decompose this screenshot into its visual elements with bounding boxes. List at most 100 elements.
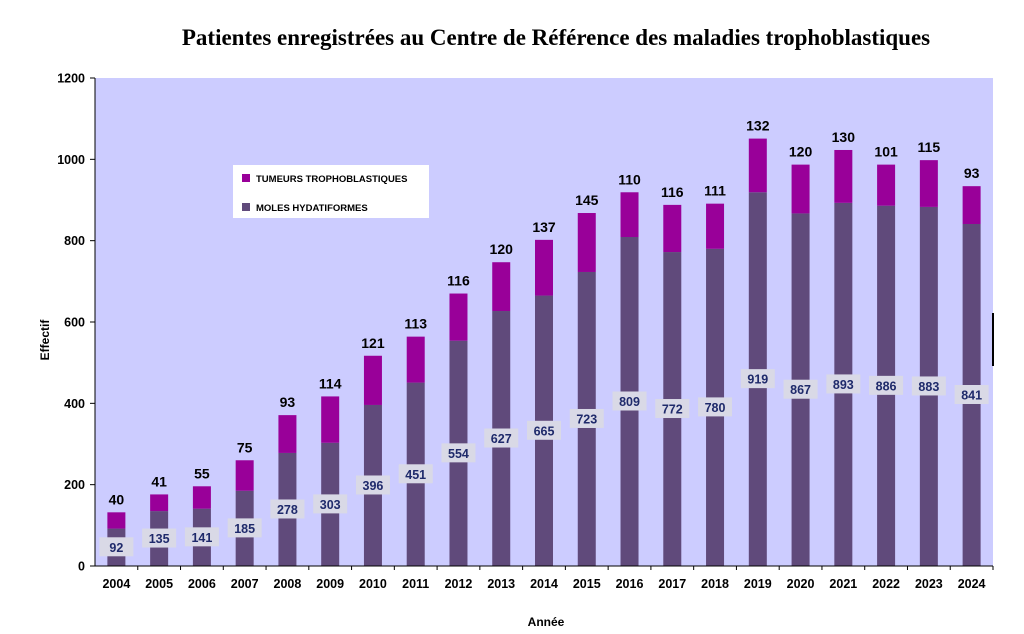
- y-tick-label: 400: [64, 397, 85, 411]
- data-label-box: [184, 527, 219, 547]
- bar-tumeurs: [192, 486, 211, 509]
- data-label-tumeurs: 40: [109, 491, 125, 507]
- data-label-box: [698, 397, 733, 417]
- x-tick-label: 2008: [274, 577, 302, 591]
- data-label-tumeurs: 93: [280, 394, 296, 410]
- x-tick-label: 2022: [872, 577, 900, 591]
- y-tick-label: 1200: [57, 72, 85, 86]
- legend-swatch-tumeurs: [242, 174, 250, 182]
- bar-tumeurs: [620, 192, 639, 238]
- y-ticks-group: 0 200 400 600 800 1000 1200: [57, 72, 95, 574]
- bar-tumeurs: [235, 460, 254, 491]
- data-label-tumeurs: 115: [918, 139, 941, 155]
- x-tick-label: 2007: [231, 577, 259, 591]
- data-label-moles: 141: [191, 531, 212, 545]
- x-tick-label: 2023: [915, 577, 943, 591]
- data-label-box: [527, 420, 561, 440]
- y-tick-label: 0: [78, 560, 85, 574]
- y-axis-label: Effectif: [38, 319, 52, 361]
- legend-box: [233, 165, 429, 218]
- data-label-box: [569, 408, 604, 428]
- data-label-tumeurs: 111: [704, 183, 726, 199]
- bar-tumeurs: [535, 239, 553, 296]
- data-label-moles: 554: [448, 447, 469, 461]
- x-tick-label: 2016: [616, 577, 644, 591]
- data-label-moles: 92: [109, 541, 123, 555]
- data-label-box: [612, 391, 647, 411]
- labels-group: 40 92 41 135 55 141 75 185 93 278 114 303 121 396 113 4…: [99, 118, 989, 557]
- data-label-box: [655, 399, 690, 419]
- data-label-tumeurs: 113: [404, 316, 427, 332]
- chart-title: Patientes enregistrées au Centre de Réfé…: [182, 25, 930, 50]
- data-label-moles: 185: [234, 522, 255, 536]
- data-label-moles: 303: [320, 498, 341, 512]
- data-label-tumeurs: 120: [490, 241, 514, 257]
- data-label-box: [740, 369, 775, 389]
- data-label-box: [869, 375, 904, 395]
- data-label-tumeurs: 116: [661, 184, 684, 200]
- data-label-box: [355, 475, 390, 495]
- data-label-box: [99, 537, 134, 557]
- bar-tumeurs: [449, 293, 468, 341]
- data-label-box: [441, 443, 476, 463]
- bar-tumeurs: [919, 160, 938, 207]
- x-tick-label: 2013: [487, 577, 515, 591]
- data-label-tumeurs: 101: [874, 144, 898, 160]
- x-ticks-group: 2004 2005 2006 2007 2008 2009 2010 2011 2012 2013…: [102, 566, 994, 591]
- x-tick-label: 2010: [359, 577, 387, 591]
- data-label-moles: 665: [534, 424, 555, 438]
- x-tick-label: 2021: [829, 577, 857, 591]
- bar-tumeurs: [150, 494, 169, 512]
- data-label-moles: 893: [833, 378, 854, 392]
- data-label-tumeurs: 114: [319, 375, 342, 391]
- data-label-tumeurs: 120: [789, 144, 813, 160]
- legend: TUMEURS TROPHOBLASTIQUES MOLES HYDATIFOR…: [233, 165, 429, 218]
- data-label-moles: 723: [576, 412, 597, 426]
- y-tick-label: 600: [64, 316, 85, 330]
- bar-tumeurs: [962, 186, 981, 224]
- data-label-box: [227, 518, 262, 538]
- data-label-moles: 780: [705, 401, 726, 415]
- data-label-moles: 627: [491, 432, 512, 446]
- y-tick-label: 1000: [57, 153, 85, 167]
- data-label-moles: 867: [790, 383, 811, 397]
- bar-tumeurs: [877, 164, 896, 206]
- data-label-tumeurs: 116: [447, 273, 470, 289]
- data-label-tumeurs: 75: [237, 439, 253, 455]
- legend-label-tumeurs: TUMEURS TROPHOBLASTIQUES: [256, 174, 407, 185]
- data-label-moles: 278: [277, 503, 298, 517]
- data-label-tumeurs: 132: [746, 118, 770, 134]
- x-tick-label: 2004: [102, 577, 130, 591]
- data-label-moles: 886: [876, 379, 897, 393]
- data-label-box: [313, 494, 348, 514]
- bar-tumeurs: [834, 149, 853, 203]
- data-label-moles: 451: [405, 468, 426, 482]
- x-tick-label: 2006: [188, 577, 216, 591]
- bar-tumeurs: [107, 512, 126, 529]
- x-tick-label: 2011: [402, 577, 429, 591]
- data-label-moles: 883: [918, 380, 939, 394]
- y-tick-label: 200: [64, 478, 85, 492]
- data-label-box: [954, 384, 989, 404]
- bar-tumeurs: [706, 203, 725, 249]
- data-label-tumeurs: 137: [532, 219, 556, 235]
- data-label-box: [911, 376, 946, 396]
- data-label-tumeurs: 145: [575, 192, 599, 208]
- bar-tumeurs: [321, 396, 340, 443]
- data-label-moles: 772: [662, 403, 683, 417]
- bar-tumeurs: [577, 213, 596, 272]
- x-axis-label: Année: [528, 615, 565, 629]
- data-label-box: [270, 499, 305, 519]
- data-label-tumeurs: 130: [832, 129, 856, 145]
- data-label-moles: 135: [149, 532, 170, 546]
- data-label-moles: 919: [747, 373, 768, 387]
- data-label-box: [398, 464, 433, 484]
- x-tick-label: 2012: [445, 577, 473, 591]
- x-tick-label: 2014: [530, 577, 558, 591]
- bar-tumeurs: [278, 415, 297, 453]
- bar-tumeurs: [363, 355, 382, 405]
- x-tick-label: 2018: [701, 577, 729, 591]
- x-tick-label: 2020: [787, 577, 815, 591]
- x-tick-label: 2005: [145, 577, 173, 591]
